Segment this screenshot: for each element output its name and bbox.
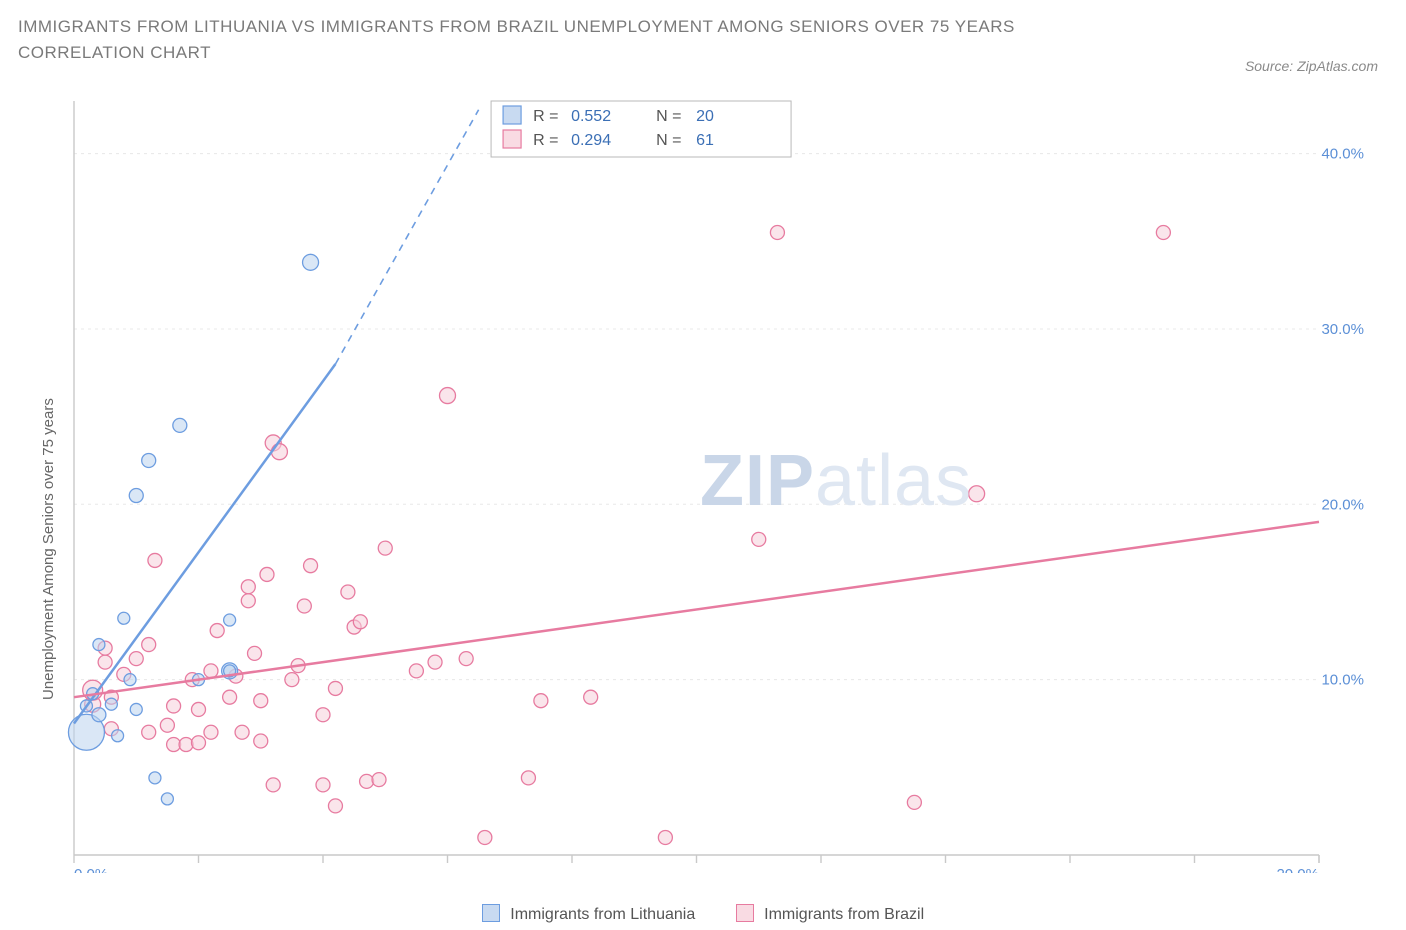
svg-text:0.552: 0.552 — [571, 108, 611, 125]
swatch-icon — [736, 904, 754, 922]
svg-text:N =: N = — [656, 108, 681, 125]
source-label: Source: ZipAtlas.com — [1245, 58, 1378, 74]
svg-text:N =: N = — [656, 132, 681, 149]
svg-text:10.0%: 10.0% — [1321, 672, 1364, 689]
svg-text:20: 20 — [696, 108, 714, 125]
bottom-legend: Immigrants from Lithuania Immigrants fro… — [0, 904, 1406, 924]
svg-text:R =: R = — [533, 132, 558, 149]
chart-svg: 0.0% 20.0% 10.0% 20.0% 30.0% 40.0% R = 0.552 N … — [64, 95, 1376, 873]
svg-text:0.0%: 0.0% — [74, 866, 108, 873]
svg-text:20.0%: 20.0% — [1321, 496, 1364, 513]
svg-text:61: 61 — [696, 132, 714, 149]
y-axis-label: Unemployment Among Seniors over 75 years — [40, 398, 57, 700]
svg-text:20.0%: 20.0% — [1276, 866, 1319, 873]
legend-item-lithuania: Immigrants from Lithuania — [482, 906, 700, 923]
svg-text:0.294: 0.294 — [571, 132, 611, 149]
legend-label-b: Immigrants from Brazil — [764, 906, 924, 923]
swatch-icon — [482, 904, 500, 922]
legend-label-a: Immigrants from Lithuania — [510, 906, 695, 923]
chart-title: IMMIGRANTS FROM LITHUANIA VS IMMIGRANTS … — [18, 14, 1138, 67]
svg-text:R =: R = — [533, 108, 558, 125]
svg-text:40.0%: 40.0% — [1321, 146, 1364, 163]
plot-area: 0.0% 20.0% 10.0% 20.0% 30.0% 40.0% R = 0.552 N … — [64, 95, 1376, 873]
legend-item-brazil: Immigrants from Brazil — [736, 906, 924, 923]
svg-text:30.0%: 30.0% — [1321, 321, 1364, 338]
